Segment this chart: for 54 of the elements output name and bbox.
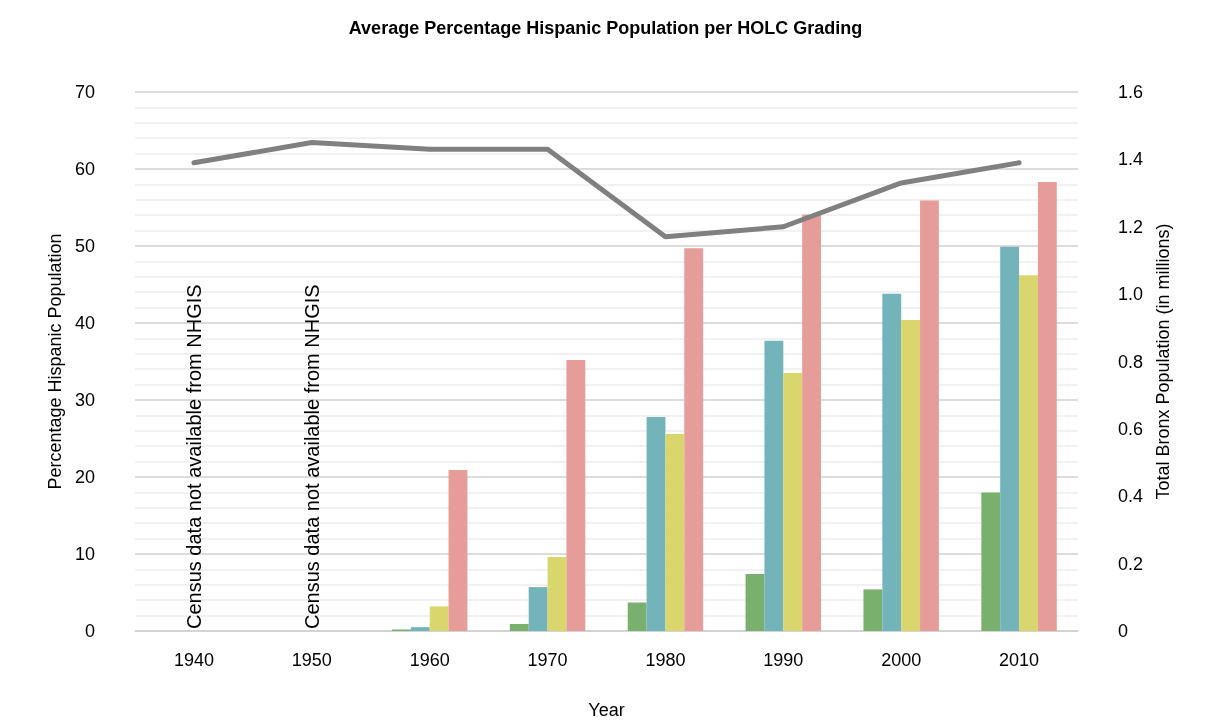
y2-tick-label: 0.4 [1118,486,1144,507]
annotation: Census data not available from NHGIS [182,284,205,629]
y2-tick-label: 1.4 [1118,149,1144,170]
bar [429,606,449,631]
y-tick-label: 60 [74,159,95,179]
y2-tick-label: 0.2 [1118,553,1144,574]
bar [745,574,765,631]
bar [920,200,939,631]
bar [665,433,685,631]
y-tick-label: 30 [74,390,95,410]
y2-tick-label: 1.2 [1118,216,1144,237]
bar [1000,246,1020,631]
bar [863,589,883,631]
y-tick-label: 20 [74,467,95,487]
y2-tick-label: 0.6 [1118,418,1144,439]
bar [684,248,704,631]
y2-tick-label: 0.8 [1118,351,1144,372]
bar [802,214,822,631]
annotation: Census data not available from NHGIS [300,284,323,629]
x-tick-label: 1980 [645,650,686,670]
y2-tick-label: 0 [1118,621,1129,641]
y-tick-label: 0 [84,621,95,641]
y-axis-title: Percentage Hispanic Population [45,233,66,490]
bar [509,624,529,631]
x-tick-label: 1940 [173,650,214,670]
bar [764,340,784,631]
x-tick-label: 1990 [763,650,804,670]
x-tick-label: 2010 [999,650,1040,670]
x-axis-title: Year [588,700,625,720]
bar [528,587,548,631]
y-tick-label: 50 [74,236,95,256]
y2-tick-label: 1.6 [1118,82,1144,102]
bar [646,416,666,631]
bar [448,470,468,631]
bar [566,359,586,631]
bar [882,293,902,631]
x-tick-label: 2000 [881,650,922,670]
x-tick-label: 1950 [291,650,332,670]
y-tick-label: 10 [74,544,95,564]
y-tick-label: 40 [74,313,95,333]
chart-title: Average Percentage Hispanic Population per HOLC Grading [348,18,863,38]
bar [901,319,921,631]
bar [627,602,647,631]
bar [1037,182,1057,631]
bar [1019,275,1038,631]
y2-axis-title: Total Bronx Population (in millions) [1152,223,1173,500]
bar [981,492,1001,631]
bar [547,557,567,631]
y2-tick-label: 1.0 [1118,284,1144,305]
y-tick-label: 70 [74,82,95,102]
x-tick-label: 1960 [409,650,450,670]
x-tick-label: 1970 [527,650,568,670]
bar [410,627,430,631]
bar [783,373,803,631]
